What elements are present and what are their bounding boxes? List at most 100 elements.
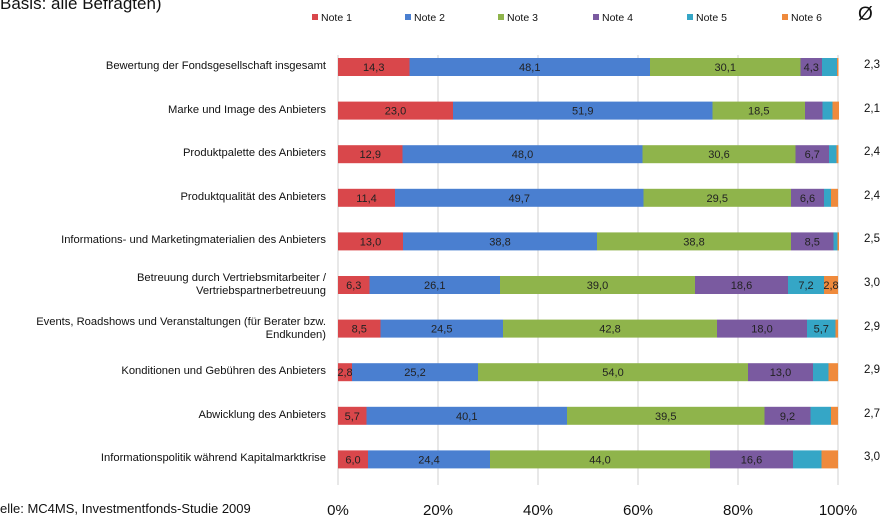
category-label: Informationspolitik während Kapitalmarkt… [100, 452, 326, 465]
bar-segment [503, 319, 717, 338]
bar-segment [805, 101, 823, 120]
bar-segment [791, 232, 834, 251]
bar-segment [748, 363, 813, 382]
bar-segment [788, 276, 824, 294]
category-label: Events, Roadshows und Veranstaltungen (f… [36, 315, 326, 341]
category-label: Betreuung durch Vertriebsmitarbeiter / V… [136, 272, 326, 297]
bar-segment [338, 450, 368, 469]
data-label: 23,0 [385, 106, 406, 118]
bar-segment [642, 145, 796, 164]
data-label: 2,8 [337, 367, 352, 379]
average-value: 2,4 [864, 189, 880, 202]
chart-header-note: Basis: alle Befragten) [0, 0, 162, 13]
data-label: 7,2 [798, 280, 813, 292]
bar-segment [821, 450, 838, 469]
data-label: 16,6 [741, 454, 762, 466]
bar-segment [338, 101, 453, 120]
bar-segment [352, 363, 478, 382]
legend-swatch [687, 14, 693, 20]
bar-segment [409, 58, 650, 76]
average-value: 2,3 [864, 59, 880, 71]
legend-label: Note 1 [321, 12, 352, 24]
bar-segment [338, 188, 395, 207]
category-label: Produktqualität des Anbieters [180, 190, 326, 203]
bar-segment [402, 145, 643, 164]
chart-source: elle: MC4MS, Investmentfonds-Studie 2009 [0, 501, 251, 516]
average-value: 2,7 [864, 407, 880, 420]
category-label: Marke und Image des Anbieters [168, 103, 326, 116]
bar-segment [338, 406, 367, 425]
data-label: 42,8 [599, 324, 620, 336]
data-label: 51,9 [572, 106, 593, 118]
legend-swatch [782, 14, 788, 20]
average-value: 3,0 [864, 277, 880, 289]
bar-segment [380, 319, 503, 338]
bar-segment [338, 58, 410, 76]
bar-segment [832, 101, 839, 120]
data-label: 44,0 [589, 454, 610, 466]
bar-segment [717, 319, 807, 338]
data-label: 13,0 [770, 367, 791, 379]
x-tick-label: 0% [327, 502, 349, 519]
data-label: 49,7 [509, 193, 530, 205]
bar-segment [837, 58, 839, 76]
data-label: 13,0 [360, 236, 381, 248]
data-label: 14,3 [363, 62, 384, 74]
average-value: 2,5 [864, 233, 880, 246]
data-label: 6,7 [805, 149, 820, 161]
bar-segment [810, 406, 831, 425]
bar-segment [338, 145, 403, 164]
bar-segment [829, 145, 837, 164]
x-tick-label: 40% [523, 502, 553, 519]
x-tick-label: 100% [819, 502, 857, 519]
legend-swatch [593, 14, 599, 20]
data-label: 29,5 [707, 193, 728, 205]
data-label: 9,2 [780, 411, 795, 423]
bar-segment [597, 232, 791, 251]
data-label: 8,5 [352, 324, 367, 336]
data-label: 4,3 [804, 62, 819, 74]
bar-segment [831, 406, 838, 425]
data-label: 5,7 [814, 324, 829, 336]
legend-swatch [312, 14, 318, 20]
bar-segment [712, 101, 805, 120]
legend-swatch [405, 14, 411, 20]
bar-segment [813, 363, 829, 382]
bar-segment [833, 232, 838, 251]
average-value: 2,9 [864, 364, 880, 377]
data-label: 48,1 [519, 62, 540, 74]
bar-segment [795, 145, 829, 164]
bar-segment [643, 188, 791, 207]
legend-swatch [498, 14, 504, 20]
bar-segment [338, 276, 370, 294]
bar-segment [793, 450, 822, 469]
bar-segment [490, 450, 710, 469]
x-tick-label: 80% [723, 502, 753, 519]
data-label: 24,4 [418, 454, 439, 466]
category-label: Konditionen und Gebühren des Anbieters [121, 365, 326, 378]
bar-segment [403, 232, 597, 251]
bar-segment [338, 232, 403, 251]
data-label: 12,9 [360, 149, 381, 161]
bar-segment [836, 145, 839, 164]
bar-segment [764, 406, 811, 425]
x-tick-label: 60% [623, 502, 653, 519]
data-label: 2,8 [823, 280, 838, 292]
bar-segment [366, 406, 567, 425]
bar-segment [807, 319, 836, 338]
data-label: 30,6 [708, 149, 729, 161]
bar-segment [835, 319, 838, 338]
data-label: 48,0 [512, 149, 533, 161]
bar-segment [395, 188, 644, 207]
legend-label: Note 5 [696, 12, 727, 24]
data-label: 18,6 [731, 280, 752, 292]
bar-segment [831, 188, 838, 207]
data-label: 54,0 [602, 367, 623, 379]
data-label: 38,8 [489, 236, 510, 248]
data-label: 11,4 [356, 193, 377, 205]
data-label: 6,6 [800, 193, 815, 205]
average-value: 2,9 [864, 320, 880, 333]
data-label: 38,8 [683, 236, 704, 248]
bar-segment [800, 58, 822, 76]
